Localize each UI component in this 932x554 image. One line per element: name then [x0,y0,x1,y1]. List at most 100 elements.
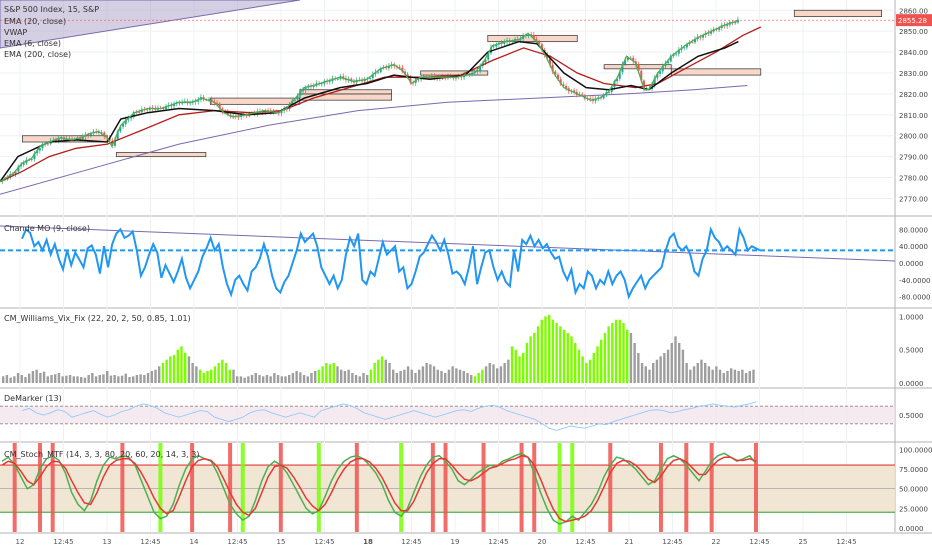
vix-bar [347,369,350,383]
zone-box [115,152,207,158]
vix-bar [158,366,161,383]
vix-bar [421,366,425,383]
stoch-signal-bar [658,443,663,532]
vix-bar [273,373,276,383]
vix-bar [139,374,142,383]
candle-body [710,31,713,34]
candle-body [301,90,304,92]
demarker-band [0,406,895,424]
vix-bar [566,333,569,383]
vix-bar [210,369,213,383]
time-label: 25 [799,538,808,546]
vix-bar [548,315,551,383]
candle-body [656,73,659,78]
candle-body [30,159,33,160]
stoch-signal-bar [443,443,448,532]
stoch-signal-bar [532,443,537,532]
vix-bar [83,377,87,383]
vix-bar [276,375,280,383]
candle-body [33,153,36,160]
last-price-tag [896,14,932,27]
demarker-line [21,401,757,431]
vix-bar [295,371,298,383]
vix-bar [659,356,662,383]
stoch-signal-bar [38,443,43,532]
vix-bar [228,369,231,383]
stoch-signal-bar [12,443,17,532]
stoch-signal-bar [240,443,245,532]
vix-bar [689,369,692,383]
vix-bar [369,369,373,383]
zone-box [209,97,301,105]
vix-bar [380,356,384,383]
stoch-tick: 100.0000 [899,446,932,454]
time-label: 15 [277,538,286,546]
stoch-signal-bar [570,443,575,532]
vix-bar [492,364,495,383]
stoch-mtf-pane [0,443,895,532]
candle-body [111,140,114,146]
candle-body [659,71,662,74]
candle-body [165,106,168,110]
candle-body [734,22,737,24]
vix-bar [57,373,61,383]
vix-bar [343,371,347,383]
candle-body [379,68,382,72]
candle-body [621,64,624,73]
vix-bar [258,375,261,383]
candle-body [557,74,560,80]
vix-bar [113,375,116,383]
vix-bar [559,326,562,383]
time-label: 13 [103,538,112,546]
chande-tick: 40.0000 [899,243,928,251]
candle-body [460,76,463,78]
candle-body [41,144,44,148]
vix-bar [302,375,306,383]
vix-bar [76,376,79,383]
vix-bar [269,376,272,383]
vix-bar [236,376,239,383]
candle-body [36,150,39,154]
candle-body [207,99,210,101]
vix-bar [414,373,417,383]
candle-body [103,132,106,137]
candle-body [46,143,49,145]
vix-bar [718,369,722,383]
vix-bar [681,349,685,383]
price-tick: 2800.00 [899,133,928,141]
stoch-signal-bar [354,443,359,532]
vix-bar [733,369,737,383]
vix-bar [332,363,335,383]
vix-bar [600,339,603,383]
legend-ema20: EMA (20, close) [4,17,66,26]
stoch-signal-bar [481,443,486,532]
candle-body [162,107,165,110]
time-label: 14 [190,538,199,546]
candle-body [54,140,57,141]
vix-bar [603,333,607,383]
vix-bar [626,329,629,383]
ema200-line [0,85,748,195]
vix-bar [447,369,451,383]
stoch-signal-bar [50,443,55,532]
price-tick: 2770.00 [899,195,928,203]
vix-bar [354,375,358,383]
vix-bar [13,376,16,383]
vix-bar [484,366,488,383]
vix-bar [68,375,72,383]
candle-body [624,60,627,65]
time-label: 22 [712,538,721,546]
time-label: 12:45 [488,538,508,546]
vix-bar [366,375,369,383]
candle-body [280,110,283,114]
candle-body [546,55,549,58]
vix-bar [440,371,443,383]
vix-bar [455,368,458,383]
vix-bar [191,363,194,383]
vix-bar [321,366,324,383]
vix-bar [551,319,555,383]
candle-body [642,80,645,90]
candle-body [146,109,149,111]
candle-body [124,119,127,125]
zone-box [793,9,882,17]
